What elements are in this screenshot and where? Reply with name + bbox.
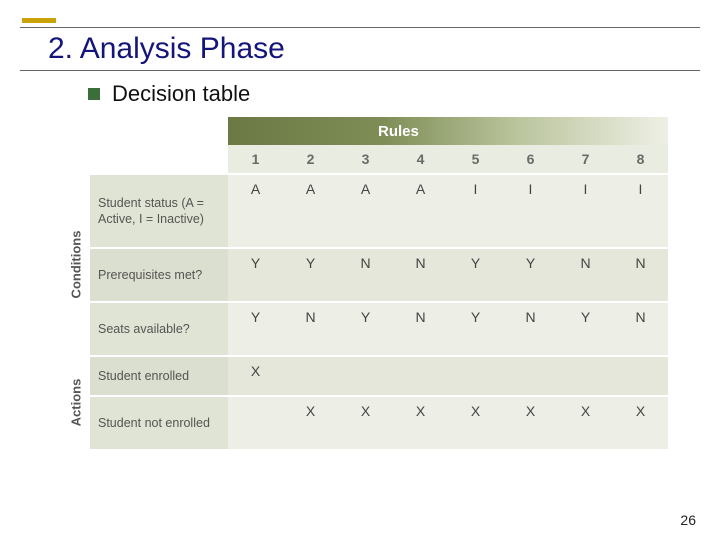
row-cells: Y N Y N Y N Y N [228,303,668,355]
cell: X [448,397,503,449]
row-label: Student enrolled [90,357,228,395]
row-label: Prerequisites met? [90,249,228,301]
bullet-icon [88,88,100,100]
table-row: Student enrolled X [90,355,668,395]
cell [613,357,668,395]
col-num: 3 [338,145,393,173]
row-cells: X [228,357,668,395]
header-spacer [90,117,228,145]
col-num: 5 [448,145,503,173]
cell: Y [338,303,393,355]
col-num: 1 [228,145,283,173]
cell [448,357,503,395]
cell: N [283,303,338,355]
cell: X [558,397,613,449]
subtitle-text: Decision table [112,81,250,107]
cell: Y [228,249,283,301]
header-label: Rules [378,123,419,140]
cell: X [283,397,338,449]
col-num: 2 [283,145,338,173]
cell: I [503,175,558,247]
column-numbers-row: 1 2 3 4 5 6 7 8 [90,145,668,173]
table-row: Student not enrolled X X X X X X X [90,395,668,449]
table-row: Prerequisites met? Y Y N N Y Y N N [90,247,668,301]
table-row: Student status (A = Active, I = Inactive… [90,173,668,247]
side-label-actions: Actions [62,355,90,449]
decision-table: Conditions Actions Rules 1 2 3 4 5 6 7 8 [90,117,668,449]
title-block: 2. Analysis Phase [20,18,700,71]
numrow-cells: 1 2 3 4 5 6 7 8 [228,145,668,173]
cell: X [338,397,393,449]
col-num: 7 [558,145,613,173]
cell: I [613,175,668,247]
cell: I [448,175,503,247]
table-row: Seats available? Y N Y N Y N Y N [90,301,668,355]
row-cells: A A A A I I I I [228,175,668,247]
cell: A [338,175,393,247]
slide-title: 2. Analysis Phase [20,30,700,68]
cell: A [283,175,338,247]
row-label: Student not enrolled [90,397,228,449]
cell [228,397,283,449]
page-number: 26 [680,512,696,528]
cell: Y [228,303,283,355]
cell: N [338,249,393,301]
cell: Y [448,249,503,301]
cell: N [393,249,448,301]
title-rule-bottom [20,70,700,71]
cell: Y [283,249,338,301]
side-label-conditions-text: Conditions [69,230,84,298]
col-num: 4 [393,145,448,173]
side-label-actions-text: Actions [69,378,84,426]
cell: X [228,357,283,395]
cell: A [393,175,448,247]
accent-bar [22,18,56,23]
col-num: 8 [613,145,668,173]
cell: N [503,303,558,355]
title-rule-top [20,27,700,28]
cell [338,357,393,395]
cell: N [558,249,613,301]
cell [558,357,613,395]
row-label: Student status (A = Active, I = Inactive… [90,175,228,247]
rules-header: Rules [90,117,668,145]
cell [283,357,338,395]
cell: N [613,303,668,355]
cell: N [613,249,668,301]
cell [503,357,558,395]
cell: X [393,397,448,449]
col-num: 6 [503,145,558,173]
cell [393,357,448,395]
cell: Y [558,303,613,355]
row-label: Seats available? [90,303,228,355]
cell: X [613,397,668,449]
cell: X [503,397,558,449]
slide: 2. Analysis Phase Decision table Conditi… [0,0,720,540]
cell: A [228,175,283,247]
row-cells: X X X X X X X [228,397,668,449]
cell: N [393,303,448,355]
side-label-conditions: Conditions [62,173,90,355]
row-cells: Y Y N N Y Y N N [228,249,668,301]
cell: Y [503,249,558,301]
cell: I [558,175,613,247]
subtitle-row: Decision table [88,81,700,107]
numrow-spacer [90,145,228,173]
cell: Y [448,303,503,355]
header-band: Rules [228,117,668,145]
